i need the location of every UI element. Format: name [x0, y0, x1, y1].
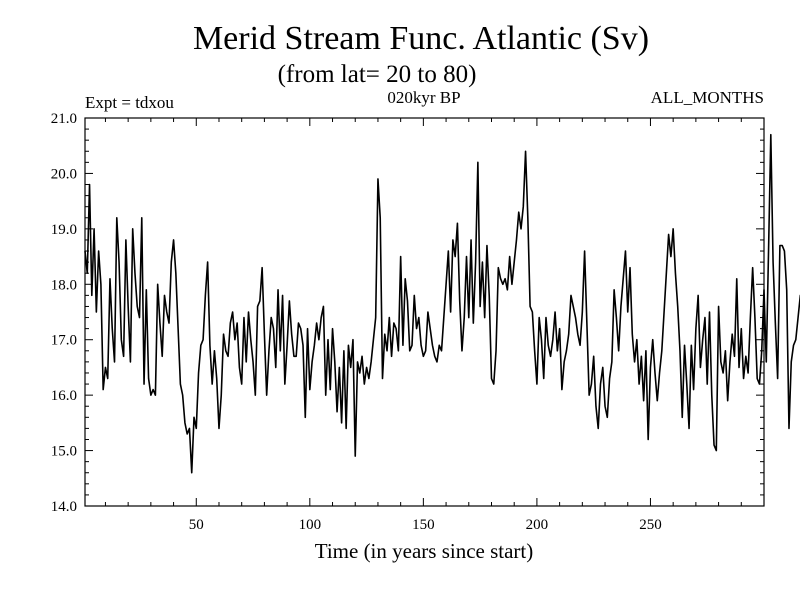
y-tick-label: 14.0 — [51, 499, 77, 515]
x-axis: 50 100 150 200 250 — [104, 118, 742, 533]
y-tick-label: 20.0 — [51, 166, 77, 182]
chart-title: Merid Stream Func. Atlantic (Sv) — [193, 20, 649, 57]
y-tick-label: 19.0 — [51, 222, 77, 238]
y-tick-label: 17.0 — [51, 333, 77, 349]
x-tick-label: 100 — [299, 517, 322, 533]
y-axis: 14.0 15.0 16.0 17.0 18.0 19.0 20.0 21.0 — [51, 111, 764, 515]
y-tick-label: 18.0 — [51, 277, 77, 293]
y-tick-label: 15.0 — [51, 444, 77, 460]
y-tick-label: 16.0 — [51, 388, 77, 404]
x-tick-label: 200 — [526, 517, 549, 533]
chart-subtitle: (from lat= 20 to 80) — [278, 61, 477, 88]
x-tick-label: 150 — [412, 517, 435, 533]
x-tick-label: 250 — [639, 517, 662, 533]
plot-frame — [84, 117, 765, 507]
x-axis-label: Time (in years since start) — [315, 539, 534, 563]
series-group — [84, 133, 800, 474]
months-label: ALL_MONTHS — [651, 88, 764, 107]
period-label: 020kyr BP — [387, 88, 460, 107]
x-tick-label: 50 — [189, 517, 204, 533]
experiment-label: Expt = tdxou — [85, 93, 174, 112]
series-line — [84, 133, 800, 474]
y-tick-label: 21.0 — [51, 111, 77, 127]
